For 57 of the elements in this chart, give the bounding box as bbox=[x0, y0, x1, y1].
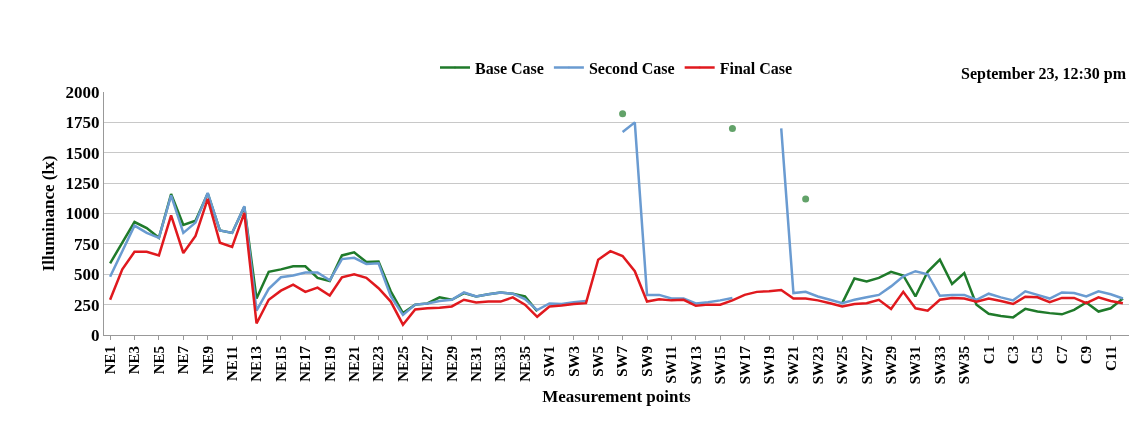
y-tick-label: 750 bbox=[74, 234, 100, 254]
legend-label: Final Case bbox=[719, 59, 793, 77]
x-tick-label: SW23 bbox=[809, 346, 826, 385]
x-tick-label: NE31 bbox=[468, 346, 485, 382]
x-tick-label: NE15 bbox=[272, 346, 289, 382]
x-tick-label: SW5 bbox=[590, 346, 607, 377]
x-tick-label: SW25 bbox=[834, 346, 851, 385]
x-tick-label: NE33 bbox=[492, 346, 509, 382]
x-tick-label: NE27 bbox=[419, 345, 436, 382]
legend-label: Second Case bbox=[588, 59, 675, 77]
y-tick-label: 0 bbox=[91, 325, 100, 345]
x-tick-label: NE7 bbox=[175, 345, 192, 375]
x-axis-title: Measurement points bbox=[542, 386, 692, 406]
y-tick-label: 250 bbox=[74, 295, 100, 315]
x-tick-label: SW17 bbox=[736, 345, 753, 385]
x-tick-label: NE35 bbox=[516, 346, 533, 382]
x-tick-label: SW7 bbox=[614, 345, 631, 377]
x-tick-label: SW3 bbox=[565, 346, 582, 377]
x-tick-label: SW21 bbox=[785, 346, 802, 385]
text: September 23, 12:30 pm bbox=[961, 65, 1127, 83]
x-tick-label: SW15 bbox=[712, 346, 729, 385]
x-tick-label: NE23 bbox=[370, 346, 387, 382]
x-tick-label: SW13 bbox=[687, 346, 704, 385]
x-tick-label: NE19 bbox=[321, 346, 338, 382]
x-tick-label: NE5 bbox=[150, 346, 167, 375]
x-tick-label: NE21 bbox=[346, 346, 363, 382]
x-tick-label: SW1 bbox=[541, 346, 558, 377]
y-tick-label: 1500 bbox=[65, 143, 100, 163]
x-tick-label: SW27 bbox=[858, 345, 875, 385]
x-tick-label: NE25 bbox=[394, 346, 411, 382]
x-tick-label: SW11 bbox=[663, 346, 680, 384]
y-tick-label: 1250 bbox=[65, 174, 100, 194]
x-tick-label: SW9 bbox=[638, 346, 655, 377]
y-tick-label: 1000 bbox=[65, 204, 100, 224]
y-axis-title: Illuminance (lx) bbox=[39, 155, 59, 272]
x-tick-label: SW29 bbox=[882, 346, 899, 385]
x-tick-label: C9 bbox=[1078, 346, 1095, 365]
y-tick-label: 1750 bbox=[65, 113, 100, 133]
x-tick-label: SW31 bbox=[907, 346, 924, 385]
x-tick-label: NE17 bbox=[297, 345, 314, 382]
x-tick-label: SW19 bbox=[760, 346, 777, 385]
x-tick-label: C7 bbox=[1053, 345, 1070, 365]
x-tick-label: C1 bbox=[980, 346, 997, 365]
y-tick-label: 500 bbox=[74, 265, 100, 285]
x-tick-label: C5 bbox=[1029, 346, 1046, 365]
x-tick-label: NE1 bbox=[101, 346, 118, 375]
x-tick-label: NE13 bbox=[248, 346, 265, 382]
x-tick-label: SW35 bbox=[956, 346, 973, 385]
x-tick-label: NE29 bbox=[443, 346, 460, 382]
x-tick-label: SW33 bbox=[931, 346, 948, 385]
x-tick-label: C3 bbox=[1004, 346, 1021, 365]
legend-label: Base Case bbox=[475, 59, 544, 77]
x-tick-label: C11 bbox=[1102, 346, 1119, 372]
x-tick-label: NE9 bbox=[199, 346, 216, 375]
y-tick-label: 2000 bbox=[65, 82, 100, 102]
x-tick-label: NE11 bbox=[224, 346, 241, 382]
x-tick-label: NE3 bbox=[126, 346, 143, 375]
